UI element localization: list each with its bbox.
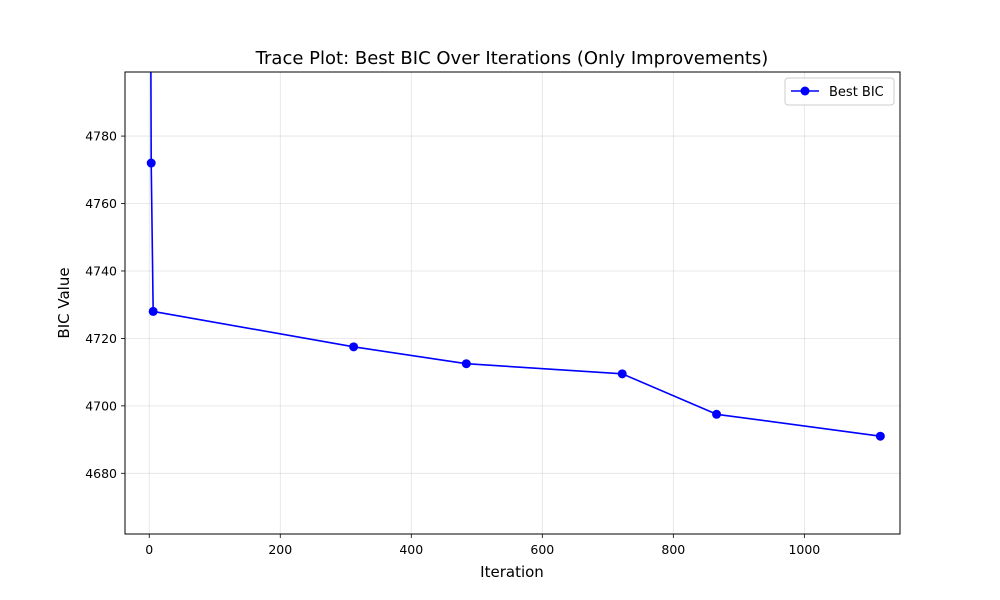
legend-label-best-bic: Best BIC xyxy=(829,85,884,100)
y-tick-label: 4780 xyxy=(85,129,117,144)
x-tick-label: 400 xyxy=(399,542,423,557)
data-point xyxy=(148,306,158,316)
series-layer xyxy=(146,72,885,441)
y-tick-label: 4760 xyxy=(85,196,117,211)
x-axis-ticks: 0 200 400 600 800 1000 xyxy=(145,534,820,557)
data-point xyxy=(617,369,627,379)
x-tick-label: 1000 xyxy=(788,542,820,557)
grid xyxy=(125,72,900,534)
data-point xyxy=(461,359,471,369)
y-tick-label: 4680 xyxy=(85,466,117,481)
legend-marker-sample xyxy=(800,86,810,96)
y-tick-label: 4740 xyxy=(85,263,117,278)
legend: Best BIC xyxy=(784,77,895,106)
x-axis-label: Iteration xyxy=(480,563,544,581)
x-tick-label: 800 xyxy=(661,542,685,557)
y-tick-label: 4700 xyxy=(85,398,117,413)
data-point xyxy=(146,158,156,168)
x-tick-label: 600 xyxy=(530,542,554,557)
series-line-best-bic xyxy=(150,72,881,437)
x-tick-label: 200 xyxy=(268,542,292,557)
legend-box xyxy=(784,77,895,106)
data-point xyxy=(875,431,885,441)
data-point xyxy=(712,409,722,419)
chart-title: Trace Plot: Best BIC Over Iterations (On… xyxy=(255,48,769,69)
plot-area-frame xyxy=(124,71,901,535)
y-tick-label: 4720 xyxy=(85,331,117,346)
x-tick-label: 0 xyxy=(145,542,153,557)
y-axis-label: BIC Value xyxy=(55,267,73,338)
data-point xyxy=(349,342,359,352)
y-axis-ticks: 4680 4700 4720 4740 4760 4780 xyxy=(85,129,125,481)
